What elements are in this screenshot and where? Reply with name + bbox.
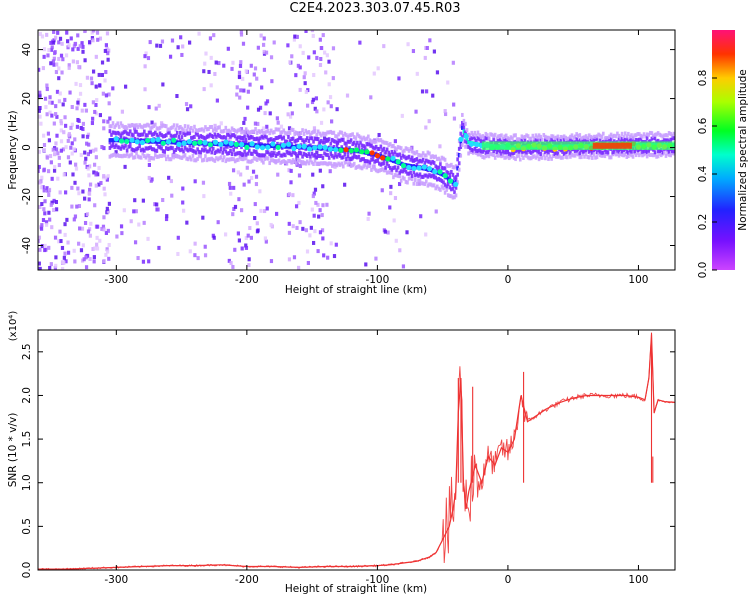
snr-x-tick-label: 100 <box>628 574 648 586</box>
snr-y-unit: (x10⁴) <box>8 311 19 342</box>
snr-panel: -300 -200 -100 0 100 0.0 0.5 1.0 1.5 2.0 2.5 Heigh… <box>7 311 676 595</box>
figure-title: C2E4.2023.303.07.45.R03 <box>289 1 461 16</box>
snr-y-tick-label: 0.0 <box>21 562 33 579</box>
colorbar-gradient <box>712 30 735 270</box>
spectrogram-y-tick-label: 20 <box>21 92 33 105</box>
snr-x-tick-label: -100 <box>365 574 389 586</box>
snr-line <box>38 334 675 570</box>
colorbar-tick-label: 0.8 <box>697 70 709 87</box>
snr-x-tick-label: -300 <box>104 574 128 586</box>
spectrogram-x-tick-label: -200 <box>235 274 259 286</box>
colorbar: 0.0 0.2 0.4 0.6 0.8 Normalized spectral ampl… <box>697 30 749 278</box>
snr-frame <box>37 329 676 571</box>
spectrogram-y-tick-label: -40 <box>21 237 33 254</box>
snr-x-tick-label: -200 <box>235 574 259 586</box>
colorbar-tick-label: 0.2 <box>697 214 709 231</box>
spectrogram-x-label: Height of straight line (km) <box>285 284 427 296</box>
spectrogram-y-tick-label: 40 <box>21 43 33 56</box>
colorbar-tick-label: 0.6 <box>697 117 709 134</box>
snr-series <box>38 332 675 570</box>
colorbar-ticks: 0.0 0.2 0.4 0.6 0.8 <box>697 70 717 279</box>
snr-y-tick-label: 1.5 <box>21 431 33 448</box>
snr-y-tick-label: 2.5 <box>21 343 33 360</box>
spectrogram-heatmap <box>38 30 675 270</box>
colorbar-tick-label: 0.4 <box>697 165 709 182</box>
spectrogram-frame <box>37 29 676 271</box>
colorbar-tick-label: 0.0 <box>697 262 709 279</box>
spectrogram-y-tick-label: -20 <box>21 188 33 205</box>
spectrogram-x-tick-label: -300 <box>104 274 128 286</box>
spectrogram-x-tick-label: -100 <box>365 274 389 286</box>
snr-y-label: SNR (10 * v/v) <box>7 413 19 488</box>
spectrogram-x-tick-label: 100 <box>628 274 648 286</box>
snr-y-tick-label: 1.0 <box>21 474 33 491</box>
colorbar-label: Normalized spectral amplitude <box>737 69 749 230</box>
snr-x-tick-label: 0 <box>505 574 512 586</box>
spectrogram-y-tick-label: 0 <box>21 144 33 151</box>
snr-axes: -300 -200 -100 0 100 0.0 0.5 1.0 1.5 2.0 2.5 <box>21 330 675 586</box>
spectrogram-y-label: Frequency (Hz) <box>7 110 19 189</box>
spectrogram-x-tick-label: 0 <box>505 274 512 286</box>
snr-noise <box>38 342 675 570</box>
snr-x-label: Height of straight line (km) <box>285 583 427 595</box>
snr-y-tick-label: 2.0 <box>21 387 33 404</box>
snr-y-tick-label: 0.5 <box>21 518 33 535</box>
